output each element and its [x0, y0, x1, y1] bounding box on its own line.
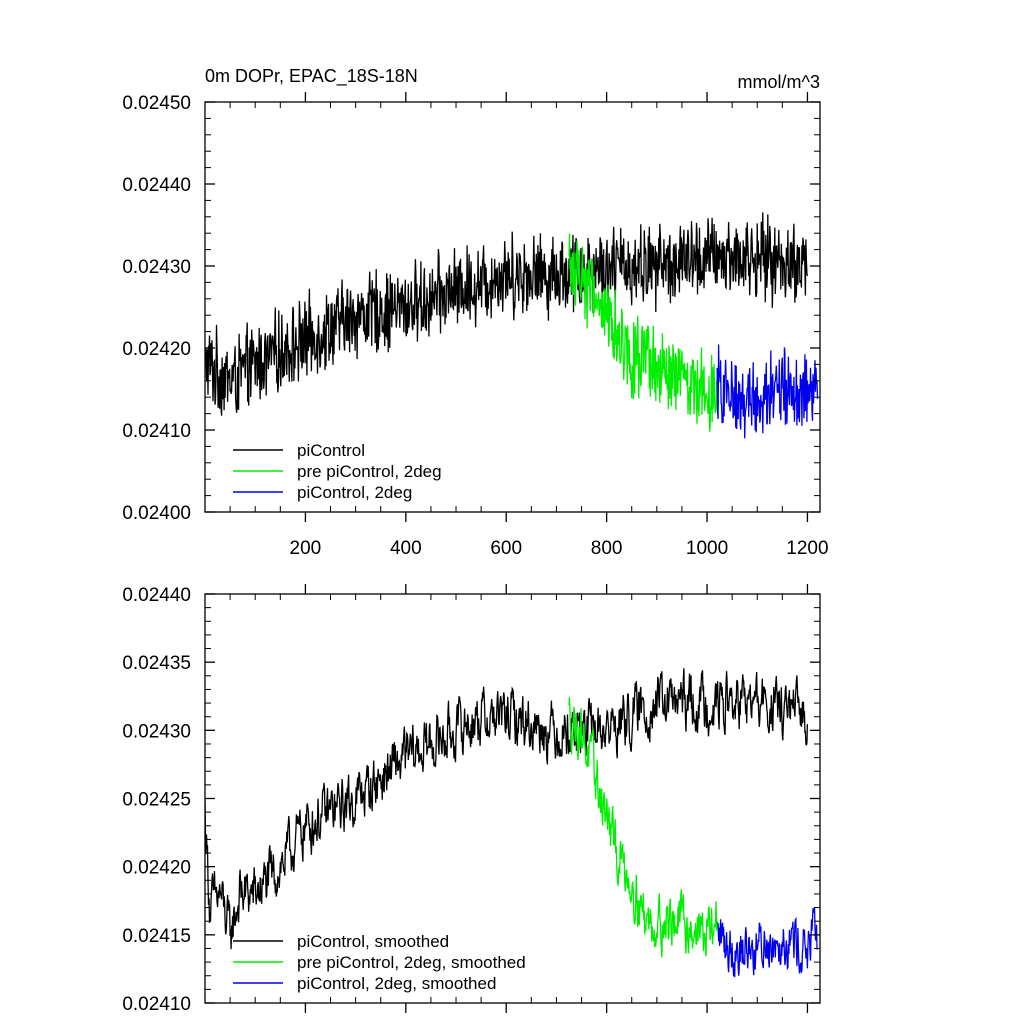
series-line-picontrol — [205, 212, 809, 416]
series-line-picontrol-2deg-smoothed — [716, 906, 819, 978]
x-tick-label: 800 — [591, 538, 623, 559]
legend-label: piControl, 2deg, smoothed — [297, 974, 496, 993]
series-line-pre-picontrol-2deg — [568, 233, 718, 432]
y-tick-label: 0.02450 — [122, 93, 191, 114]
y-tick-label: 0.02440 — [122, 175, 191, 196]
chart-panel-1: 200 400 600 800 1000 1200 0.02400 0.02410 0.0242… — [122, 66, 828, 559]
chart-panel-2: 0.02410 0.02415 0.02420 0.02425 0.02430 0.024… — [122, 584, 821, 1015]
legend-label: pre piControl, 2deg, smoothed — [297, 953, 526, 972]
series-line-picontrol-2deg — [716, 344, 819, 439]
y-tick-label: 0.02435 — [122, 653, 191, 674]
x-tick-label: 600 — [490, 538, 522, 559]
x-tick-label: 200 — [290, 538, 322, 559]
y-tick-label: 0.02425 — [122, 790, 191, 811]
legend-label: piControl — [297, 441, 365, 460]
legend: piControl, smoothed pre piControl, 2deg, … — [233, 932, 526, 993]
series-line-pre-picontrol-2deg-smoothed — [568, 697, 718, 958]
y-tick-label: 0.02410 — [122, 994, 191, 1015]
chart-title: 0m DOPr, EPAC_18S-18N — [205, 66, 418, 87]
legend-label: piControl, smoothed — [297, 932, 449, 951]
y-tick-label: 0.02410 — [122, 421, 191, 442]
legend-label: piControl, 2deg — [297, 483, 412, 502]
legend: piControl pre piControl, 2deg piControl, 2… — [233, 441, 442, 502]
y-tick-label: 0.02415 — [122, 926, 191, 947]
y-tick-label: 0.02430 — [122, 721, 191, 742]
y-tick-label: 0.02430 — [122, 257, 191, 278]
x-tick-label: 1200 — [786, 538, 828, 559]
y-tick-label: 0.02420 — [122, 858, 191, 879]
y-tick-label: 0.02420 — [122, 339, 191, 360]
series-line-picontrol-smoothed — [205, 668, 809, 950]
y-tick-label: 0.02440 — [122, 585, 191, 606]
x-tick-label: 1000 — [686, 538, 728, 559]
y-tick-label: 0.02400 — [122, 503, 191, 524]
legend-label: pre piControl, 2deg — [297, 462, 442, 481]
units-label: mmol/m^3 — [738, 72, 820, 92]
x-tick-label: 400 — [390, 538, 422, 559]
plot-frame — [204, 101, 821, 513]
